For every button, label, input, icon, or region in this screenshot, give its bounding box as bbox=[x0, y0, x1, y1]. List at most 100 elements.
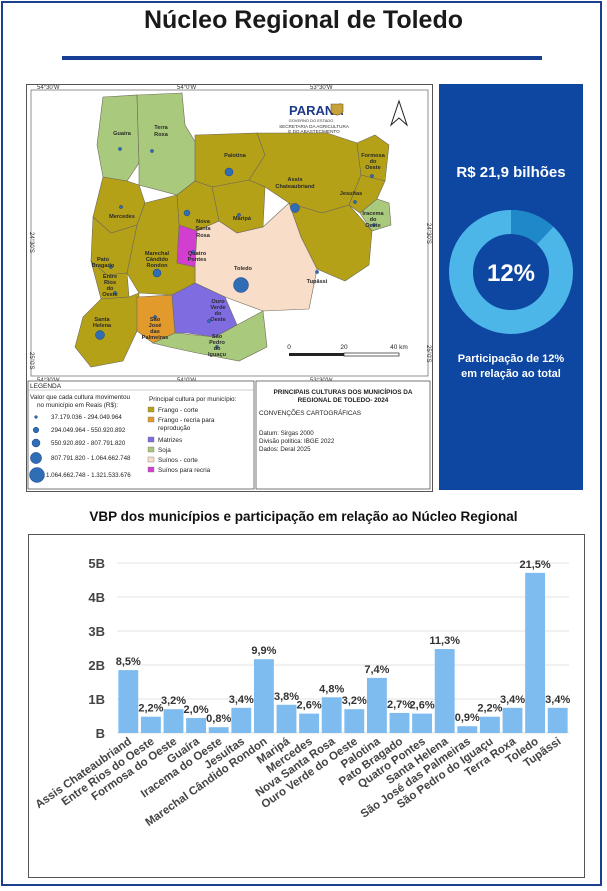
scale-40: 40 km bbox=[390, 344, 408, 351]
summary-panel: R$ 21,9 bilhões 12% Participação de 12% … bbox=[439, 84, 583, 490]
y-tick-1: 1B bbox=[88, 692, 105, 707]
coord-top-3: 53°30'W bbox=[310, 85, 333, 91]
label-pato-2: Bragado bbox=[92, 263, 115, 269]
label-ouro-1: Ouro bbox=[211, 299, 225, 305]
bar-5 bbox=[231, 707, 252, 733]
municipality-formosa bbox=[356, 134, 390, 182]
municipality-entre-rios bbox=[90, 260, 130, 300]
label-mcr-1: Marechal bbox=[145, 251, 170, 257]
caption-line-2: em relação ao total bbox=[461, 368, 561, 380]
label-mcr-2: Cândido bbox=[146, 257, 169, 263]
legend-value-heading-2: no município em Reais (R$): bbox=[37, 402, 118, 409]
bubble-entre-rios bbox=[113, 291, 117, 295]
bar-label-4: 0,8% bbox=[206, 713, 231, 725]
label-palotina: Palotina bbox=[224, 153, 247, 159]
label-iracema-1: Iracema bbox=[362, 211, 384, 217]
bar-16 bbox=[479, 716, 500, 733]
crop-swatch-1 bbox=[147, 416, 155, 423]
bar-12 bbox=[389, 712, 410, 733]
crop-swatch-0 bbox=[147, 406, 155, 413]
municipality-mcr bbox=[126, 194, 196, 296]
label-nova-2: Santa bbox=[195, 226, 211, 232]
label-santa-2: Helena bbox=[93, 323, 112, 329]
label-assis-1: Assis bbox=[288, 177, 303, 183]
bubble-spi bbox=[215, 345, 219, 349]
card-title-2: REGIONAL DE TOLEDO- 2024 bbox=[298, 397, 389, 404]
label-sjp-3: das bbox=[150, 329, 160, 335]
bubble-palotina bbox=[224, 167, 234, 177]
label-pato-1: Pato bbox=[97, 257, 110, 263]
scale-20: 20 bbox=[340, 344, 348, 351]
map-info-card: PRINCIPAIS CULTURAS DOS MUNICÍPIOS DA RE… bbox=[255, 380, 431, 490]
bubble-jesuitas bbox=[353, 200, 357, 204]
municipality-santa-helena bbox=[74, 292, 140, 368]
bubble-assis bbox=[290, 203, 300, 213]
bar-18 bbox=[525, 572, 546, 733]
card-conventions: CONVENÇÕES CARTOGRÁFICAS bbox=[259, 408, 361, 417]
legend-value-5: 1.064.662.748 - 1.321.533.676 bbox=[46, 472, 131, 479]
label-formosa-1: Formosa bbox=[361, 153, 386, 159]
bar-13 bbox=[412, 713, 433, 733]
bar-2 bbox=[163, 709, 184, 733]
label-ouro-2: Verde bbox=[210, 305, 225, 311]
bubble-sjp bbox=[153, 315, 157, 319]
label-terra-roxa-2: Roxa bbox=[154, 132, 169, 138]
label-spi-2: Pedro bbox=[209, 340, 225, 346]
chart-heading: VBP dos municípios e participação em rel… bbox=[89, 509, 518, 524]
logo-agency-2: E DO ABASTECIMENTO bbox=[288, 129, 340, 134]
bubble-mercedes bbox=[119, 205, 123, 209]
label-assis-2: Chateaubriand bbox=[275, 184, 315, 190]
bubble-maripa bbox=[237, 213, 241, 217]
bar-label-14: 11,3% bbox=[429, 635, 460, 647]
bar-label-9: 4,8% bbox=[319, 683, 344, 695]
label-quatro-1: Quatro bbox=[188, 251, 207, 257]
summary-amount: R$ 21,9 bilhões bbox=[456, 164, 566, 181]
crop-swatch-3 bbox=[147, 446, 155, 453]
label-santa-1: Santa bbox=[94, 317, 110, 323]
bar-6 bbox=[253, 659, 274, 733]
bar-0 bbox=[118, 670, 139, 733]
bar-label-13: 2,6% bbox=[410, 700, 435, 712]
label-jesuitas: Jesuítas bbox=[340, 191, 362, 197]
coord-left-2: 25°0'S bbox=[28, 352, 34, 370]
bar-label-7: 3,8% bbox=[274, 691, 299, 703]
parana-logo: PARANÁ GOVERNO DO ESTADO SECRETARIA DA A… bbox=[279, 103, 350, 134]
y-tick-4: 4B bbox=[88, 590, 105, 605]
label-formosa-2: do bbox=[370, 159, 377, 165]
label-spi-3: do bbox=[214, 346, 221, 352]
crop-label-1-cont: reprodução bbox=[158, 425, 191, 432]
bar-label-15: 0,9% bbox=[455, 712, 480, 724]
bubble-pato-bragado bbox=[109, 265, 113, 269]
legend-title: LEGENDA bbox=[30, 383, 62, 390]
label-formosa-3: Oeste bbox=[365, 165, 381, 171]
bar-label-19: 3,4% bbox=[545, 694, 570, 706]
label-maripa: Maripá bbox=[233, 216, 252, 222]
bar-14 bbox=[434, 649, 455, 733]
map-panel: 54°30'W 54°0'W 53°30'W 54°30'W 54°0'W 53… bbox=[26, 84, 433, 492]
crop-swatch-2 bbox=[147, 436, 155, 443]
label-mercedes: Mercedes bbox=[109, 214, 135, 220]
coord-top-2: 54°0'W bbox=[177, 85, 197, 91]
bar-label-5: 3,4% bbox=[229, 694, 254, 706]
coat-of-arms-icon bbox=[330, 103, 344, 116]
caption-line-1: Participação de 12% bbox=[457, 353, 565, 365]
card-line-2: Divisão política: IBGE 2022 bbox=[259, 438, 335, 445]
card-line-3: Dados: Deral 2025 bbox=[259, 446, 311, 453]
bar-3 bbox=[186, 718, 207, 733]
crop-label-1: Frango - recria para bbox=[158, 417, 215, 424]
label-terra-roxa-1: Terra bbox=[154, 125, 168, 131]
bubble-mcr bbox=[152, 268, 162, 278]
coord-right-2: 25°0'S bbox=[425, 345, 431, 363]
card-title-1: PRINCIPAIS CULTURAS DOS MUNICÍPIOS DA bbox=[274, 387, 413, 396]
legend-value-3: 550.920.892 - 807.791.820 bbox=[51, 440, 126, 447]
y-tick-3: 3B bbox=[88, 624, 105, 639]
y-tick-2: 2B bbox=[88, 658, 105, 673]
label-spi-1: São bbox=[212, 334, 223, 340]
municipality-spi bbox=[152, 310, 268, 362]
bar-label-2: 3,2% bbox=[161, 695, 186, 707]
municipality-guaira bbox=[96, 94, 140, 182]
bar-label-6: 9,9% bbox=[251, 645, 276, 657]
label-entre-4: Oeste bbox=[102, 292, 118, 298]
title-divider bbox=[62, 56, 542, 60]
